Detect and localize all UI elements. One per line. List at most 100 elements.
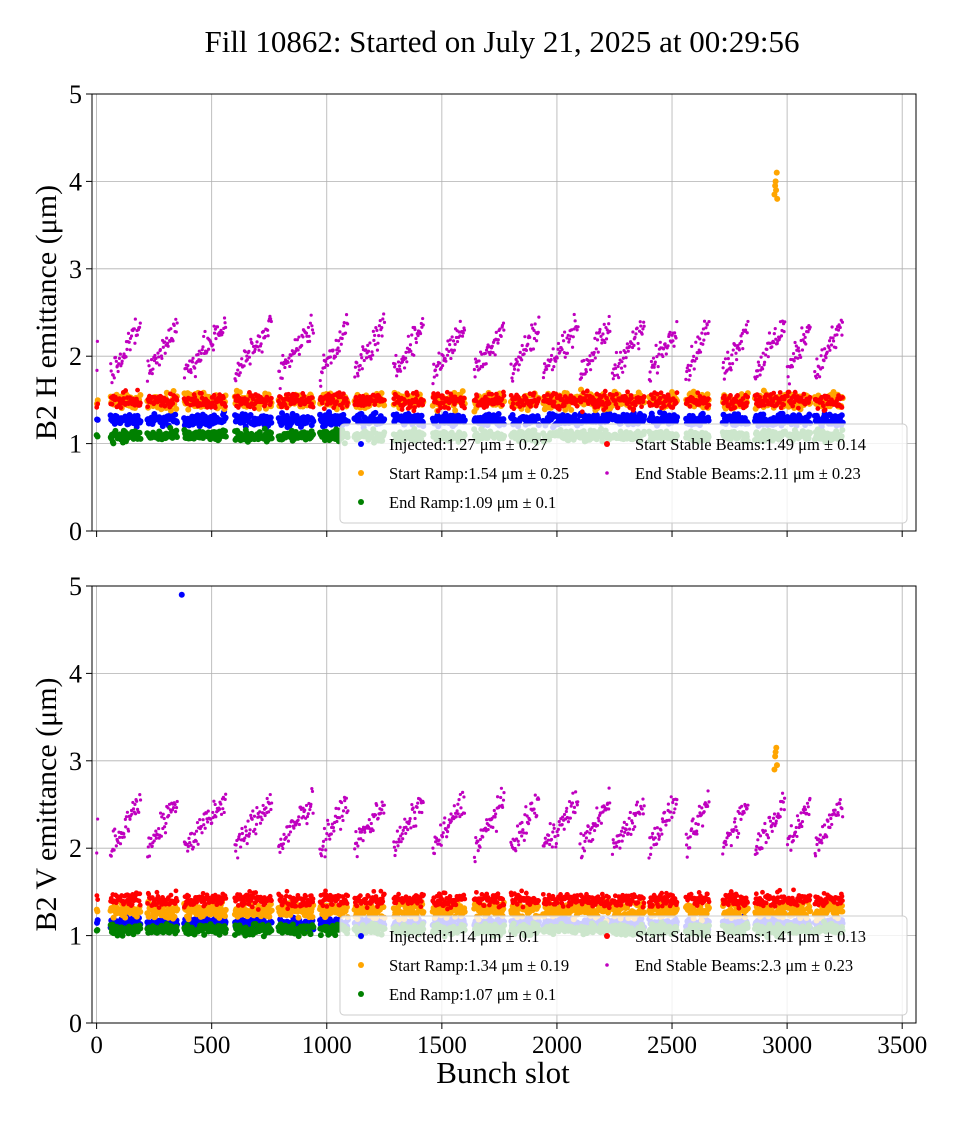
y-tick-label: 4 xyxy=(69,659,82,688)
point-end_stable xyxy=(452,339,455,342)
point-end_stable xyxy=(509,363,512,366)
point-start_stable xyxy=(616,405,621,410)
point-end_stable xyxy=(605,337,608,340)
point-end_stable xyxy=(510,376,513,379)
point-end_stable xyxy=(797,349,800,352)
point-end_stable xyxy=(454,343,457,346)
point-start_stable xyxy=(607,401,612,406)
point-end_stable xyxy=(689,364,692,367)
point-start_stable xyxy=(405,393,410,398)
point-end_stable xyxy=(448,343,451,346)
point-end_stable xyxy=(649,379,652,382)
point-end_stable xyxy=(404,357,407,360)
point-end_stable xyxy=(639,320,642,323)
y-tick-label: 1 xyxy=(69,922,82,951)
point-end_stable xyxy=(359,364,362,367)
point-end_stable xyxy=(338,330,341,333)
point-end_stable xyxy=(345,313,348,316)
point-end_stable xyxy=(738,348,741,351)
point-end_stable xyxy=(236,368,239,371)
point-end_ramp xyxy=(269,435,275,441)
point-end_stable xyxy=(841,321,844,324)
point-injected xyxy=(674,414,680,420)
point-end_stable xyxy=(283,366,286,369)
point-end_stable xyxy=(732,348,735,351)
point-end_stable xyxy=(356,374,359,377)
point-start_stable xyxy=(728,393,733,398)
y-tick-label: 2 xyxy=(69,342,82,371)
point-end_stable xyxy=(632,344,635,347)
point-end_stable xyxy=(815,357,818,360)
point-end_stable xyxy=(191,360,194,363)
point-end_stable xyxy=(403,366,406,369)
point-end_stable xyxy=(671,339,674,342)
point-start_stable xyxy=(334,399,339,404)
point-end_stable xyxy=(589,368,592,371)
point-end_stable xyxy=(688,369,691,372)
point-start_ramp xyxy=(568,407,574,413)
point-end_stable xyxy=(668,331,671,334)
point-end_stable xyxy=(497,338,500,341)
point-end_stable xyxy=(212,348,215,351)
point-start_stable xyxy=(421,398,426,403)
point-end_stable xyxy=(281,377,284,380)
point-end_stable xyxy=(449,357,452,360)
point-end_stable xyxy=(528,336,531,339)
point-end_stable xyxy=(183,376,186,379)
point-end_stable xyxy=(288,365,291,368)
point-end_stable xyxy=(359,353,362,356)
point-start_stable xyxy=(786,390,791,395)
point-end_stable xyxy=(675,320,678,323)
point-end_stable xyxy=(355,361,358,364)
point-end_stable xyxy=(513,368,516,371)
point-end_stable xyxy=(823,347,826,350)
point-end_stable xyxy=(421,317,424,320)
point-end_stable xyxy=(730,353,733,356)
point-end_stable xyxy=(757,361,760,364)
point-end_stable xyxy=(726,351,729,354)
point-end_stable xyxy=(297,335,300,338)
point-end_stable xyxy=(311,328,314,331)
point-end_stable xyxy=(453,349,456,352)
point-injected xyxy=(95,417,101,423)
point-end_stable xyxy=(133,327,136,330)
point-end_stable xyxy=(801,348,804,351)
point-end_stable xyxy=(358,368,361,371)
point-end_stable xyxy=(596,338,599,341)
point-start_ramp xyxy=(173,406,179,412)
point-start_stable xyxy=(340,406,345,411)
point-end_stable xyxy=(380,326,383,329)
point-start_stable xyxy=(420,402,425,407)
point-end_stable xyxy=(431,382,434,385)
point-end_stable xyxy=(201,348,204,351)
point-end_stable xyxy=(301,335,304,338)
series-start_stable xyxy=(94,388,845,415)
point-end_stable xyxy=(213,332,216,335)
point-end_stable xyxy=(623,364,626,367)
point-end_stable xyxy=(687,378,690,381)
point-end_stable xyxy=(200,352,203,355)
point-start_stable xyxy=(511,406,516,411)
point-end_stable xyxy=(264,335,267,338)
point-end_stable xyxy=(310,314,313,317)
point-injected xyxy=(462,417,468,423)
point-end_stable xyxy=(156,351,159,354)
point-end_stable xyxy=(376,348,379,351)
point-start_stable xyxy=(732,405,737,410)
point-end_stable xyxy=(432,363,435,366)
point-end_stable xyxy=(595,347,598,350)
point-end_stable xyxy=(446,354,449,357)
point-end_stable xyxy=(600,341,603,344)
point-end_stable xyxy=(175,330,178,333)
point-end_stable xyxy=(598,328,601,331)
point-end_stable xyxy=(593,351,596,354)
point-end_stable xyxy=(728,362,731,365)
point-end_stable xyxy=(824,356,827,359)
point-end_stable xyxy=(782,330,785,333)
point-end_stable xyxy=(364,348,367,351)
point-start_stable xyxy=(778,390,783,395)
point-end_ramp xyxy=(95,434,101,440)
point-end_stable xyxy=(793,341,796,344)
point-start_ramp-outlier xyxy=(773,187,779,193)
